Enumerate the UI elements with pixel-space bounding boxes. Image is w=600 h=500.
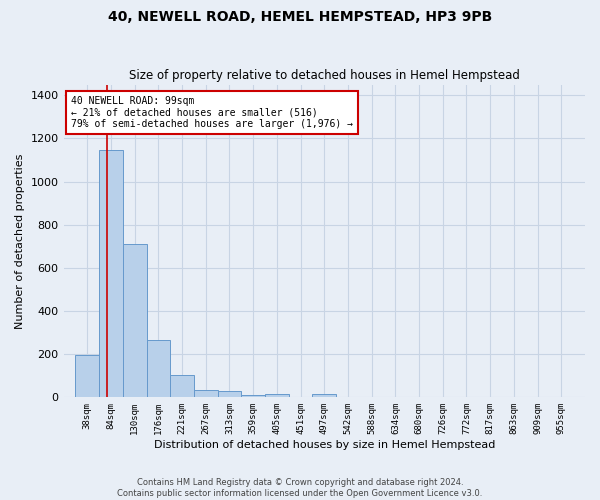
Y-axis label: Number of detached properties: Number of detached properties xyxy=(15,154,25,328)
Title: Size of property relative to detached houses in Hemel Hempstead: Size of property relative to detached ho… xyxy=(129,69,520,82)
Bar xyxy=(170,374,194,398)
Bar xyxy=(313,394,336,398)
Text: 40, NEWELL ROAD, HEMEL HEMPSTEAD, HP3 9PB: 40, NEWELL ROAD, HEMEL HEMPSTEAD, HP3 9P… xyxy=(108,10,492,24)
Bar xyxy=(218,392,241,398)
Bar xyxy=(123,244,146,398)
Bar xyxy=(76,356,99,398)
Bar xyxy=(241,394,265,398)
Bar xyxy=(99,150,123,398)
Bar xyxy=(265,394,289,398)
Text: 40 NEWELL ROAD: 99sqm
← 21% of detached houses are smaller (516)
79% of semi-det: 40 NEWELL ROAD: 99sqm ← 21% of detached … xyxy=(71,96,353,128)
Bar xyxy=(194,390,218,398)
Text: Contains HM Land Registry data © Crown copyright and database right 2024.
Contai: Contains HM Land Registry data © Crown c… xyxy=(118,478,482,498)
X-axis label: Distribution of detached houses by size in Hemel Hempstead: Distribution of detached houses by size … xyxy=(154,440,495,450)
Bar xyxy=(146,340,170,398)
